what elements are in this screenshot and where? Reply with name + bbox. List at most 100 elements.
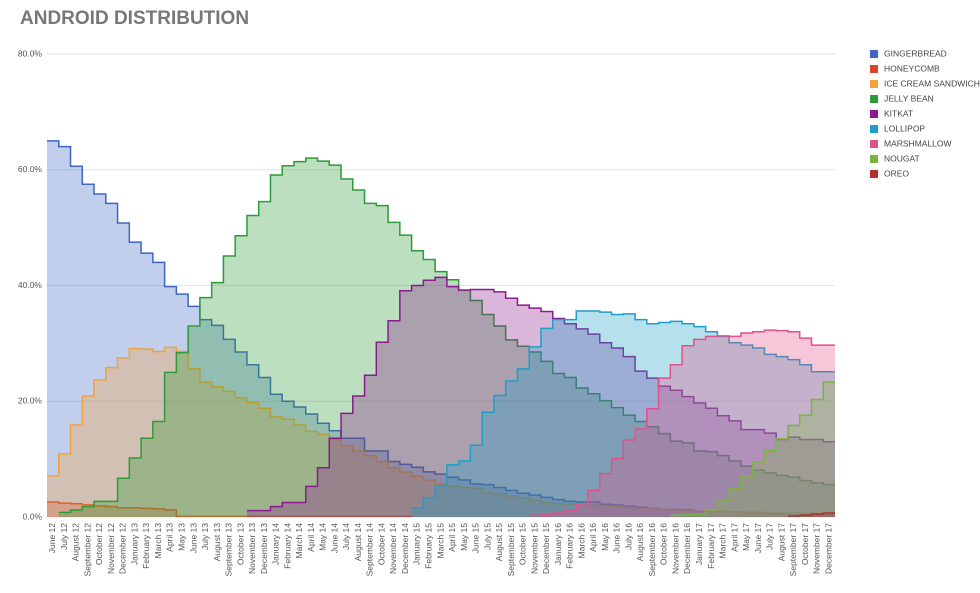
x-tick-label: September 13 (224, 523, 234, 577)
series-area (411, 310, 835, 517)
legend-label: HONEYCOMB (884, 63, 940, 73)
x-tick-label: May 15 (459, 523, 469, 551)
x-tick-label: September 12 (82, 523, 92, 577)
x-tick-label: September 14 (365, 523, 375, 577)
x-tick-label: January 16 (553, 523, 563, 565)
x-tick-label: October 17 (800, 523, 810, 565)
x-tick-label: January 17 (694, 523, 704, 565)
x-tick-label: April 13 (165, 523, 175, 552)
x-tick-label: June 12 (47, 523, 57, 554)
x-tick-label: March 17 (718, 523, 728, 559)
series-line (529, 329, 835, 517)
x-tick-label: November 16 (670, 523, 680, 574)
series-line (246, 276, 835, 512)
legend-label: MARSHMALLOW (884, 138, 952, 148)
x-tick-label: October 15 (518, 523, 528, 565)
x-tick-label: April 14 (306, 523, 316, 552)
x-tick-label: July 15 (482, 523, 492, 550)
x-tick-label: April 15 (447, 523, 457, 552)
series-area (47, 140, 835, 517)
x-tick-label: December 13 (259, 523, 269, 574)
legend-swatch (870, 155, 878, 163)
grid (47, 53, 835, 518)
series-line (47, 501, 412, 518)
x-tick-label: August 12 (71, 523, 81, 562)
x-tick-label: October 13 (235, 523, 245, 565)
axes: 0.0%20.0%40.0%60.0%80.0%June 12 July 12 Au… (18, 48, 833, 576)
x-tick-label: November 15 (529, 523, 539, 574)
x-tick-label: November 14 (388, 523, 398, 574)
x-tick-label: August 17 (776, 523, 786, 562)
legend-swatch (870, 125, 878, 133)
y-tick-label: 80.0% (18, 48, 43, 58)
plot-area (47, 140, 836, 518)
legend-swatch (870, 140, 878, 148)
legend-swatch (870, 95, 878, 103)
x-tick-label: June 13 (188, 523, 198, 554)
x-tick-label: February 17 (706, 523, 716, 569)
x-tick-label: December 14 (400, 523, 410, 574)
legend: GINGERBREAD HONEYCOMB ICE CREAM SANDWICH JE… (870, 48, 980, 178)
x-tick-label: January 14 (271, 523, 281, 565)
x-tick-label: July 12 (59, 523, 69, 550)
series-area (47, 501, 412, 517)
x-tick-label: August 14 (353, 523, 363, 562)
y-tick-label: 0.0% (23, 511, 43, 521)
x-tick-label: June 15 (471, 523, 481, 554)
x-tick-label: February 15 (423, 523, 433, 569)
legend-swatch (870, 110, 878, 118)
legend-label: ICE CREAM SANDWICH (884, 78, 980, 88)
x-tick-label: July 14 (341, 523, 351, 550)
x-tick-label: January 15 (412, 523, 422, 565)
series-line (787, 512, 835, 517)
legend-swatch (870, 80, 878, 88)
legend-label: GINGERBREAD (884, 48, 947, 58)
x-tick-label: March 13 (153, 523, 163, 559)
x-tick-label: March 16 (576, 523, 586, 559)
x-tick-label: December 17 (823, 523, 833, 574)
x-tick-label: June 16 (612, 523, 622, 554)
legend-swatch (870, 50, 878, 58)
x-tick-label: October 14 (376, 523, 386, 565)
x-tick-label: September 15 (506, 523, 516, 577)
x-tick-label: February 13 (141, 523, 151, 569)
x-tick-label: January 13 (129, 523, 139, 565)
series-area (246, 277, 835, 517)
legend-label: JELLY BEAN (884, 93, 934, 103)
legend-label: KITKAT (884, 108, 913, 118)
x-tick-label: July 13 (200, 523, 210, 550)
y-tick-label: 40.0% (18, 280, 43, 290)
x-tick-label: November 17 (812, 523, 822, 574)
legend-swatch (870, 65, 878, 73)
x-tick-label: March 14 (294, 523, 304, 559)
x-tick-label: December 16 (682, 523, 692, 574)
legend-swatch (870, 170, 878, 178)
x-tick-label: March 15 (435, 523, 445, 559)
x-tick-label: May 16 (600, 523, 610, 551)
legend-label: LOLLIPOP (884, 123, 925, 133)
x-tick-label: April 17 (729, 523, 739, 552)
series-line (670, 381, 835, 517)
x-tick-label: August 16 (635, 523, 645, 562)
x-tick-label: September 17 (788, 523, 798, 577)
x-tick-label: July 16 (623, 523, 633, 550)
chart-title: ANDROID DISTRIBUTION (20, 8, 249, 29)
legend-label: NOUGAT (884, 153, 920, 163)
x-tick-label: June 14 (329, 523, 339, 554)
x-tick-label: August 15 (494, 523, 504, 562)
x-tick-label: August 13 (212, 523, 222, 562)
series-area (58, 158, 836, 518)
x-tick-label: June 17 (753, 523, 763, 554)
x-tick-label: February 16 (565, 523, 575, 569)
y-tick-label: 20.0% (18, 396, 43, 406)
x-tick-label: September 16 (647, 523, 657, 577)
x-tick-label: February 14 (282, 523, 292, 569)
series-area (670, 382, 835, 517)
x-tick-label: May 13 (177, 523, 187, 551)
x-tick-label: May 14 (318, 523, 328, 551)
y-tick-label: 60.0% (18, 164, 43, 174)
series-line (411, 310, 835, 509)
x-tick-label: December 15 (541, 523, 551, 574)
x-tick-label: April 16 (588, 523, 598, 552)
